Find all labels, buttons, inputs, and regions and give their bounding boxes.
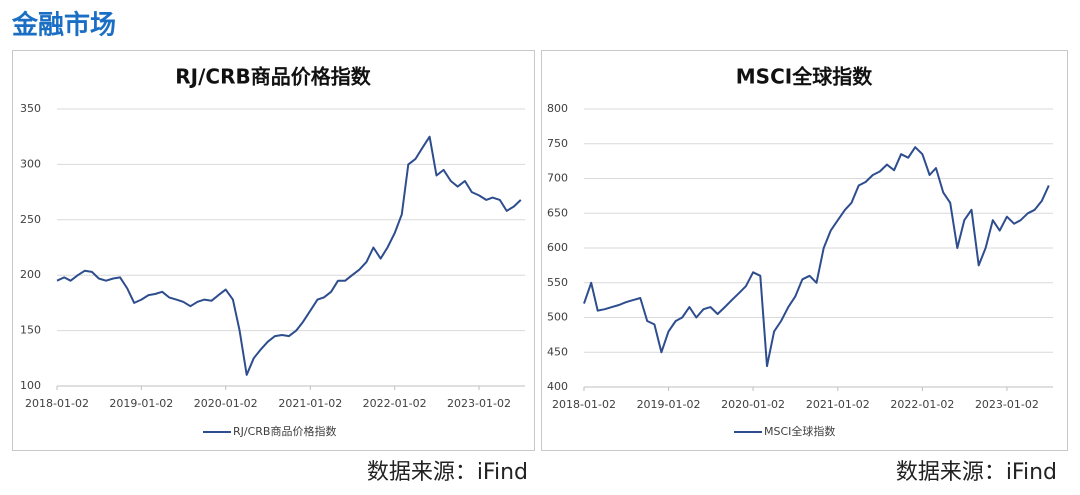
legend-label: RJ/CRB商品价格指数 [233, 424, 336, 438]
source-note: 数据来源：iFind [367, 460, 528, 485]
y-tick-label: 200 [20, 268, 41, 281]
page-header: 金融市场 [11, 10, 116, 41]
y-tick-label: 450 [547, 345, 568, 358]
legend-label: MSCI全球指数 [764, 424, 835, 438]
y-tick-label: 300 [20, 157, 41, 170]
chart-title: RJ/CRB商品价格指数 [175, 65, 371, 89]
x-tick-label: 2022-01-02 [363, 397, 427, 410]
y-tick-label: 400 [547, 380, 568, 393]
x-tick-label: 2021-01-02 [806, 398, 870, 411]
y-tick-label: 550 [547, 276, 568, 289]
x-tick-label: 2019-01-02 [637, 398, 701, 411]
panel [541, 50, 1068, 451]
y-tick-label: 800 [547, 102, 568, 115]
source-note: 数据来源：iFind [896, 460, 1057, 485]
y-tick-label: 500 [547, 311, 568, 324]
x-tick-label: 2022-01-02 [890, 398, 954, 411]
y-tick-label: 100 [20, 379, 41, 392]
x-tick-label: 2023-01-02 [975, 398, 1039, 411]
chart-title: MSCI全球指数 [736, 65, 873, 89]
data-line [56, 135, 522, 376]
x-tick-label: 2018-01-02 [552, 398, 616, 411]
x-tick-label: 2018-01-02 [25, 397, 89, 410]
y-tick-label: 250 [20, 213, 41, 226]
panel [12, 50, 535, 451]
y-tick-label: 700 [547, 172, 568, 185]
y-tick-label: 150 [20, 324, 41, 337]
data-line [583, 146, 1050, 368]
x-tick-label: 2023-01-02 [447, 397, 511, 410]
x-tick-label: 2020-01-02 [194, 397, 258, 410]
y-tick-label: 650 [547, 206, 568, 219]
y-tick-label: 600 [547, 241, 568, 254]
x-tick-label: 2019-01-02 [109, 397, 173, 410]
y-tick-label: 750 [547, 137, 568, 150]
y-tick-label: 350 [20, 102, 41, 115]
x-tick-label: 2021-01-02 [278, 397, 342, 410]
x-tick-label: 2020-01-02 [721, 398, 785, 411]
